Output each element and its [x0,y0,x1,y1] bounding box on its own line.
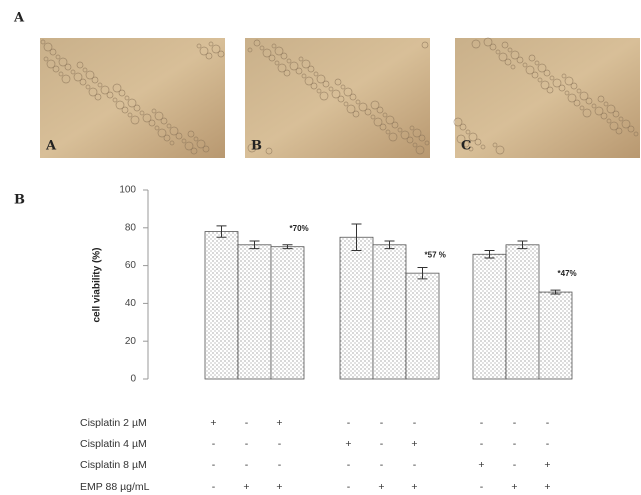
annotation: *47% [558,269,577,278]
treatment-sign: + [378,481,384,493]
treatment-sign: - [413,417,417,429]
row-label: Cisplatin 4 µM [80,438,147,450]
treatment-sign: + [411,481,417,493]
treatment-sign: - [513,438,517,450]
treatment-sign: - [380,417,384,429]
image-label: C [461,139,471,154]
y-tick-label: 80 [125,222,137,233]
treatment-sign: + [511,481,517,493]
treatment-sign: - [413,459,417,471]
bar [506,245,539,379]
bar [205,232,238,379]
bar [373,245,406,379]
bar [238,245,271,379]
treatment-sign: + [544,481,550,493]
treatment-sign: - [347,481,351,493]
treatment-sign: - [347,417,351,429]
treatment-sign: - [245,438,249,450]
bar [406,273,439,379]
treatment-sign: - [546,417,550,429]
treatment-sign: - [480,481,484,493]
bar [539,292,572,379]
y-tick-label: 40 [125,298,137,309]
treatment-sign: + [243,481,249,493]
figure: A B cell viability (%) A B C 0 20 40 60 80 100 *7… [0,0,641,495]
bar [473,254,506,379]
y-tick-label: 20 [125,336,137,347]
treatment-sign: + [210,417,216,429]
treatment-sign: - [546,438,550,450]
treatment-sign: - [212,438,216,450]
panel-label: A [13,11,25,26]
panel-label: B [14,193,25,208]
treatment-sign: + [345,438,351,450]
treatment-sign: + [276,481,282,493]
image-label: B [251,139,262,154]
row-label: Cisplatin 2 µM [80,417,147,429]
annotation: *70% [290,224,309,233]
y-tick-label: 60 [125,260,137,271]
treatment-sign: + [411,438,417,450]
treatment-sign: - [380,459,384,471]
treatment-sign: - [513,459,517,471]
treatment-sign: + [478,459,484,471]
annotation: *57 % [425,250,446,259]
treatment-sign: + [276,417,282,429]
y-tick-label: 100 [119,185,136,196]
micrograph [455,38,640,158]
treatment-sign: - [380,438,384,450]
y-tick-label: 0 [130,374,136,385]
treatment-sign: - [212,459,216,471]
bar [271,247,304,379]
treatment-sign: - [513,417,517,429]
row-label: Cisplatin 8 µM [80,459,147,471]
treatment-sign: - [245,459,249,471]
treatment-sign: - [480,417,484,429]
image-label: A [45,139,57,154]
treatment-sign: - [480,438,484,450]
row-label: EMP 88 µg/mL [80,481,150,493]
micrograph [40,38,225,158]
treatment-sign: - [278,438,282,450]
y-axis-label: cell viability (%) [92,247,103,322]
treatment-sign: - [347,459,351,471]
bar [340,237,373,379]
treatment-sign: + [544,459,550,471]
treatment-sign: - [278,459,282,471]
treatment-sign: - [245,417,249,429]
treatment-sign: - [212,481,216,493]
